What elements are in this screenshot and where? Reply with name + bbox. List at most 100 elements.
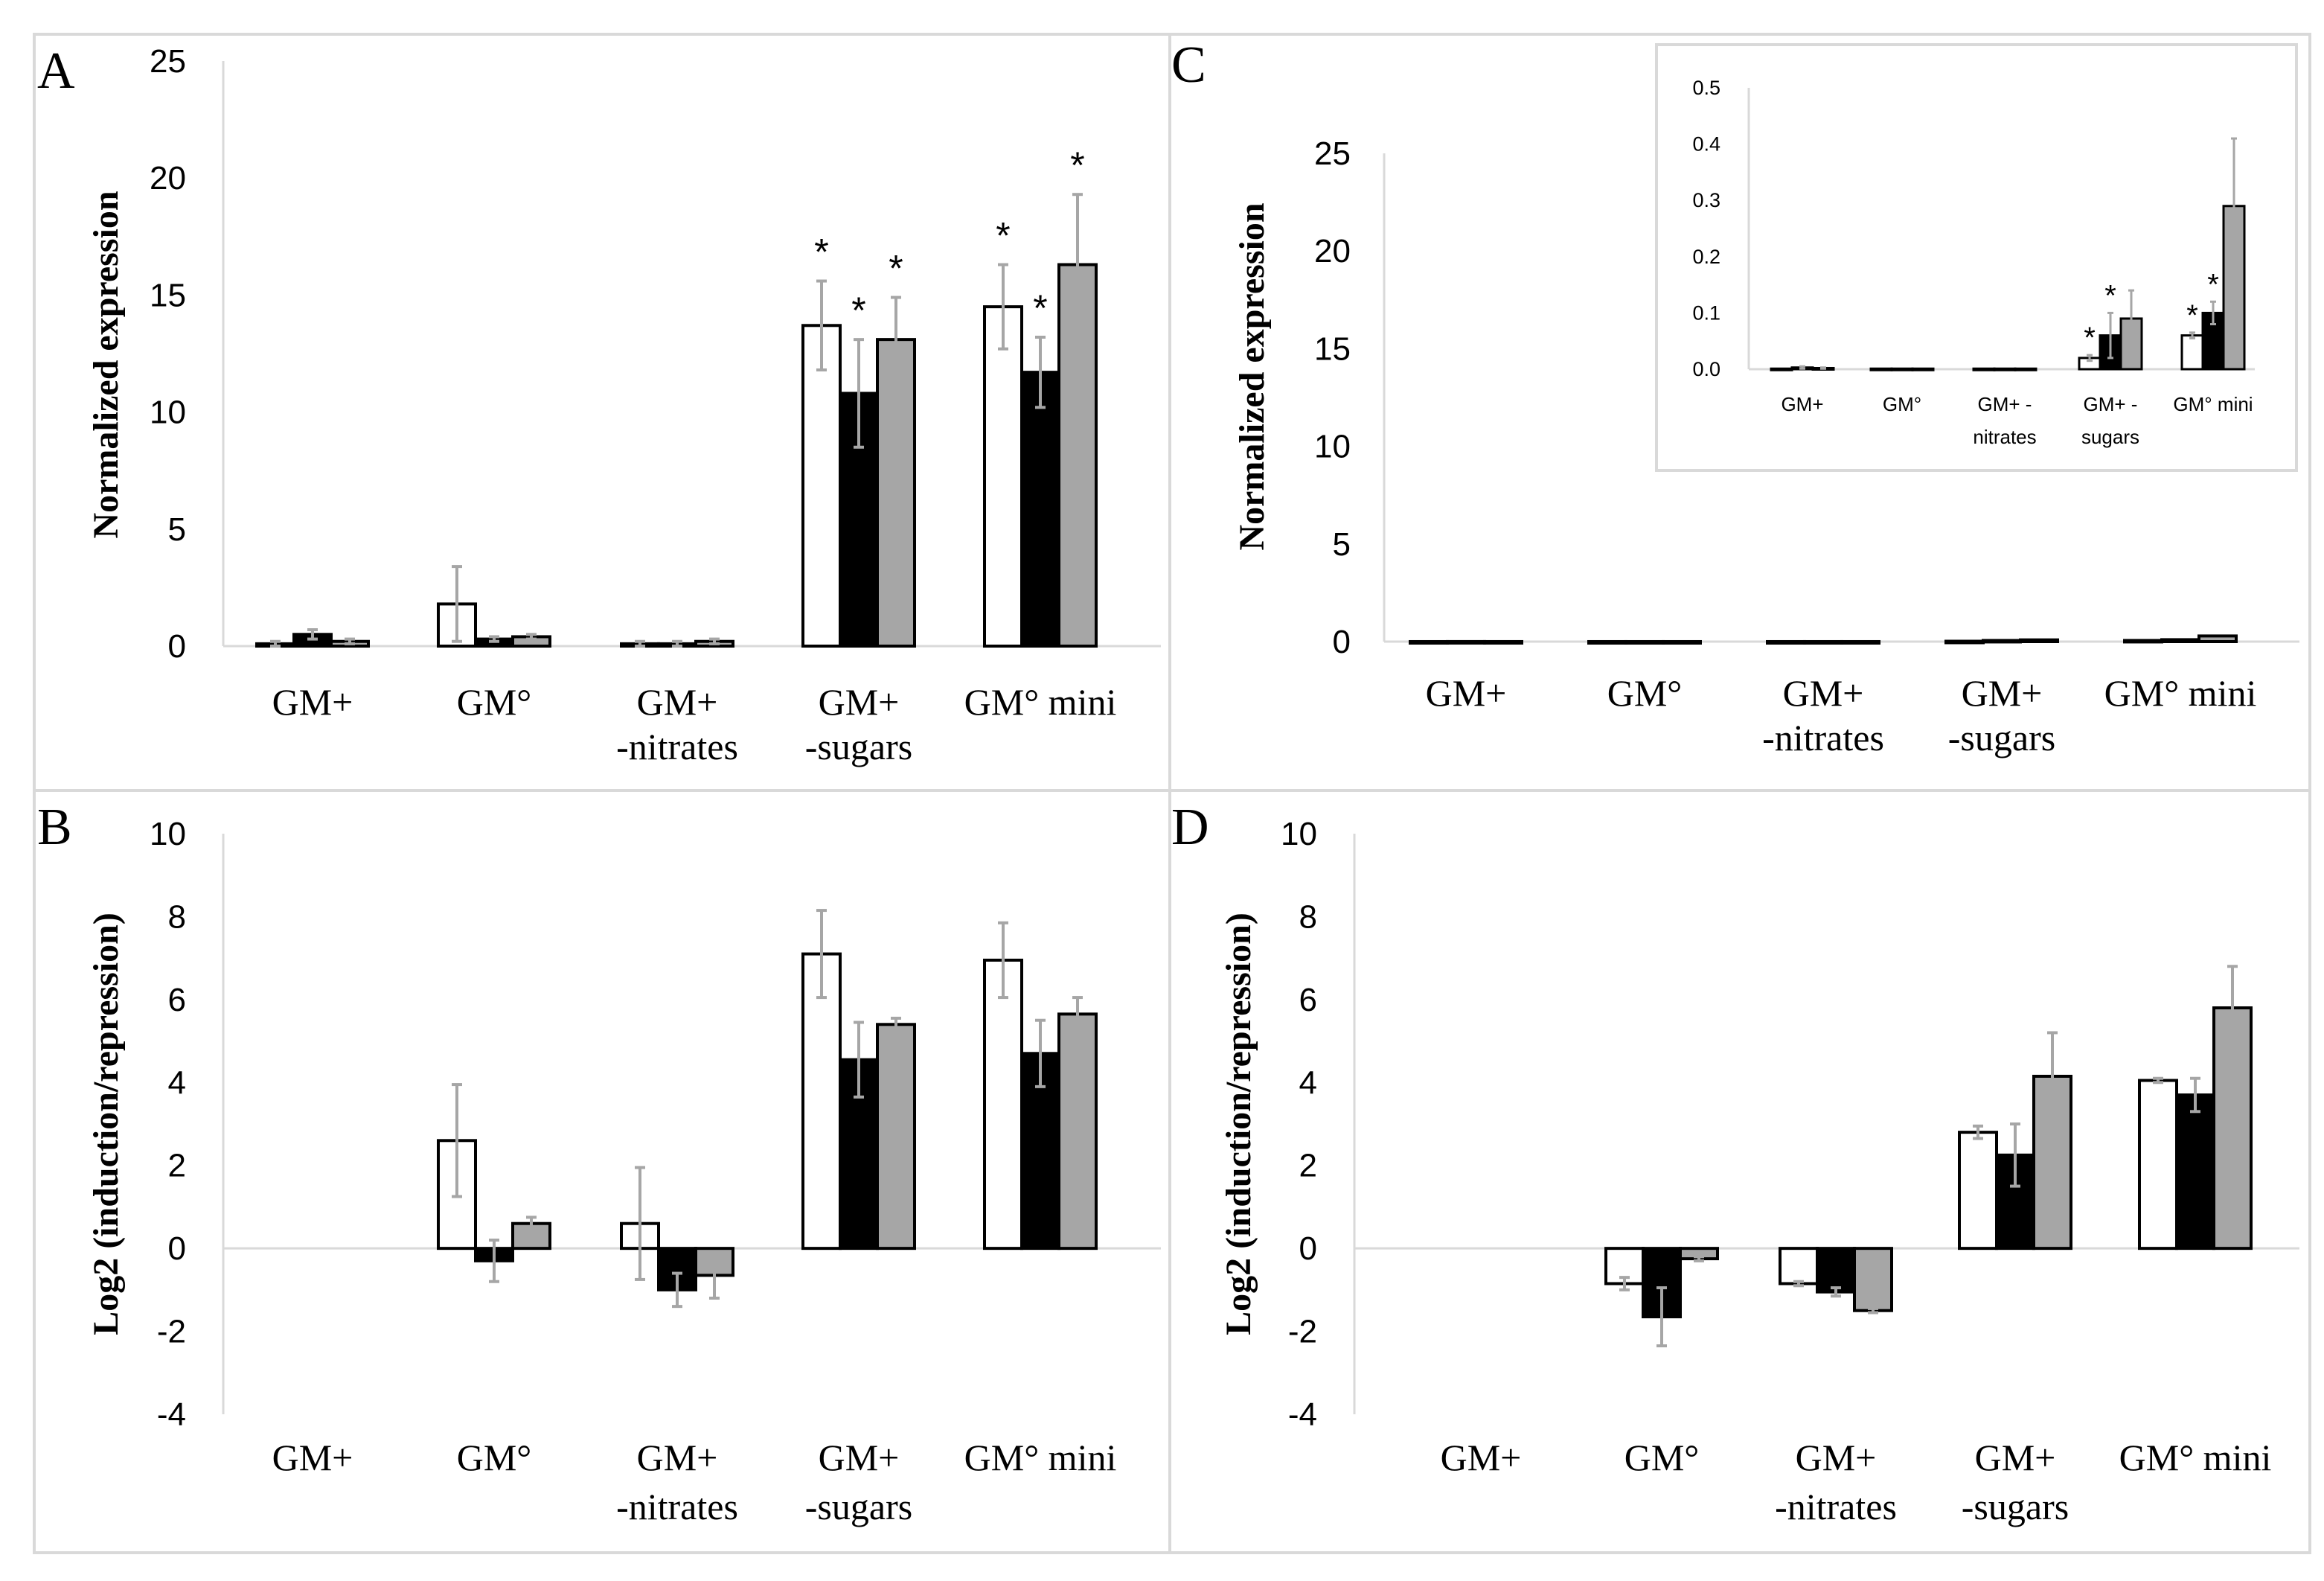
y-tick-label: 2 (168, 1148, 186, 1184)
bar-series-3 (2014, 367, 2037, 371)
y-tick-label: 20 (150, 160, 186, 197)
x-category-label: GM° (1624, 1437, 1700, 1478)
y-tick-label: 0.0 (1692, 358, 1720, 380)
y-axis-title: Normalized expression (1232, 202, 1272, 550)
bar-series-3 (1483, 639, 1523, 645)
bar-series-3 (1662, 639, 1702, 645)
bar-series-2 (1890, 367, 1914, 371)
x-category-label: -sugars (1948, 717, 2055, 758)
x-category-label: GM° mini (2104, 672, 2257, 714)
x-category-label: -sugars (805, 726, 912, 767)
significance-star: * (2186, 299, 2198, 332)
significance-star: * (889, 248, 903, 290)
x-category-label: nitrates (1973, 426, 2036, 448)
x-category-label: GM° mini (2173, 393, 2253, 415)
y-tick-label: 4 (1299, 1064, 1317, 1101)
bar-series-1 (2138, 1079, 2178, 1251)
y-tick-label: 6 (1299, 982, 1317, 1018)
bar-series-1 (1779, 1247, 1819, 1285)
y-tick-label: 0.1 (1692, 301, 1720, 324)
bar-series-1 (2180, 334, 2204, 371)
x-category-label: GM+ (819, 681, 900, 723)
panel-letter-d: D (1171, 799, 1209, 856)
bar-series-2 (2175, 1093, 2215, 1251)
chart-panel-d: -4 -2 0 2 4 6 8 10 Log2 (induction/repression) GM… (1219, 816, 2299, 1527)
bar-series-1 (1972, 367, 1996, 371)
x-category-label: GM+ (637, 681, 718, 723)
bar-series-3 (2019, 638, 2059, 644)
panel-d-frame (1168, 789, 2311, 1554)
y-tick-label: 0.4 (1692, 133, 1720, 156)
x-category-label: sugars (2081, 426, 2139, 448)
bar-series-1 (801, 324, 842, 648)
y-tick-label: -2 (157, 1314, 186, 1350)
panel-letter-b: B (37, 799, 72, 856)
y-tick-label: 20 (1314, 233, 1351, 269)
y-tick-label: 0.3 (1692, 189, 1720, 211)
significance-star: * (814, 231, 828, 273)
y-tick-label: 8 (168, 898, 186, 935)
y-tick-label: 5 (1333, 526, 1351, 563)
y-tick-label: 2 (1299, 1148, 1317, 1184)
bar-series-3 (1911, 367, 1935, 371)
y-tick-label: -4 (1288, 1396, 1317, 1433)
y-tick-label: 10 (1314, 429, 1351, 465)
bar-series-3 (1853, 1247, 1893, 1312)
y-tick-label: 25 (150, 43, 186, 80)
x-category-label: GM° (457, 1437, 532, 1478)
y-tick-label: 6 (168, 982, 186, 1018)
significance-star: * (851, 290, 865, 331)
x-category-label: GM+ (1796, 1437, 1877, 1478)
y-axis-title: Log2 (induction/repression) (86, 913, 126, 1335)
y-axis-title: Log2 (induction/repression) (1219, 913, 1258, 1335)
significance-star: * (2207, 268, 2219, 301)
bar-series-2 (1446, 639, 1486, 645)
bar-series-3 (876, 338, 916, 648)
panel-letter-a: A (37, 42, 75, 100)
bar-series-3 (2222, 205, 2246, 371)
y-tick-label: 10 (150, 395, 186, 431)
y-tick-label: 15 (150, 277, 186, 313)
x-category-label: -sugars (1962, 1486, 2069, 1527)
x-category-label: -nitrates (616, 1486, 738, 1527)
x-category-label: GM° (457, 681, 532, 723)
significance-star: * (1070, 144, 1084, 186)
bar-series-1 (1409, 639, 1449, 645)
bar-series-1 (983, 958, 1023, 1251)
significance-star: * (1033, 287, 1047, 329)
bar-series-1 (2123, 639, 2163, 644)
y-tick-label: 8 (1299, 898, 1317, 935)
x-category-label: GM+ (1781, 393, 1823, 415)
x-category-label: GM+ (819, 1437, 900, 1478)
x-category-label: GM° mini (2119, 1437, 2272, 1478)
bar-series-1 (983, 305, 1023, 648)
bar-series-1 (1766, 639, 1806, 645)
y-tick-label: 5 (168, 511, 186, 548)
y-tick-label: 0 (168, 628, 186, 665)
y-tick-label: -2 (1288, 1314, 1317, 1350)
bar-series-2 (1982, 639, 2022, 644)
x-category-label: -nitrates (1775, 1486, 1897, 1527)
bar-series-3 (2197, 634, 2238, 643)
x-category-label: -nitrates (616, 726, 738, 767)
bar-series-3 (876, 1023, 916, 1251)
y-tick-label: 0 (1333, 624, 1351, 660)
x-category-label: GM° mini (964, 681, 1117, 723)
y-tick-label: 15 (1314, 330, 1351, 367)
chart-panel-b: -4 -2 0 2 4 6 8 10 Log2 (induction/repression) GM… (86, 816, 1161, 1527)
bar-series-2 (1816, 1247, 1856, 1294)
bar-series-1 (1958, 1131, 1998, 1251)
x-category-label: -sugars (805, 1486, 912, 1527)
panel-letter-c: C (1171, 36, 1206, 94)
chart-panel-a: 0 5 10 15 20 25 Normalized expression GM+ GM° GM+… (86, 43, 1161, 767)
y-tick-label: -4 (157, 1396, 186, 1433)
bar-series-2 (1624, 639, 1665, 645)
significance-star: * (2104, 279, 2116, 312)
chart-panel-c-inset: 0.00.10.20.30.40.5GM+ GM° GM+ -nitrates**G… (1655, 43, 2298, 472)
y-tick-label: 10 (1281, 816, 1317, 852)
bar-series-2 (1020, 371, 1060, 648)
significance-star: * (2084, 322, 2096, 354)
bar-series-2 (1993, 367, 2017, 371)
inset-frame (1655, 43, 2298, 472)
